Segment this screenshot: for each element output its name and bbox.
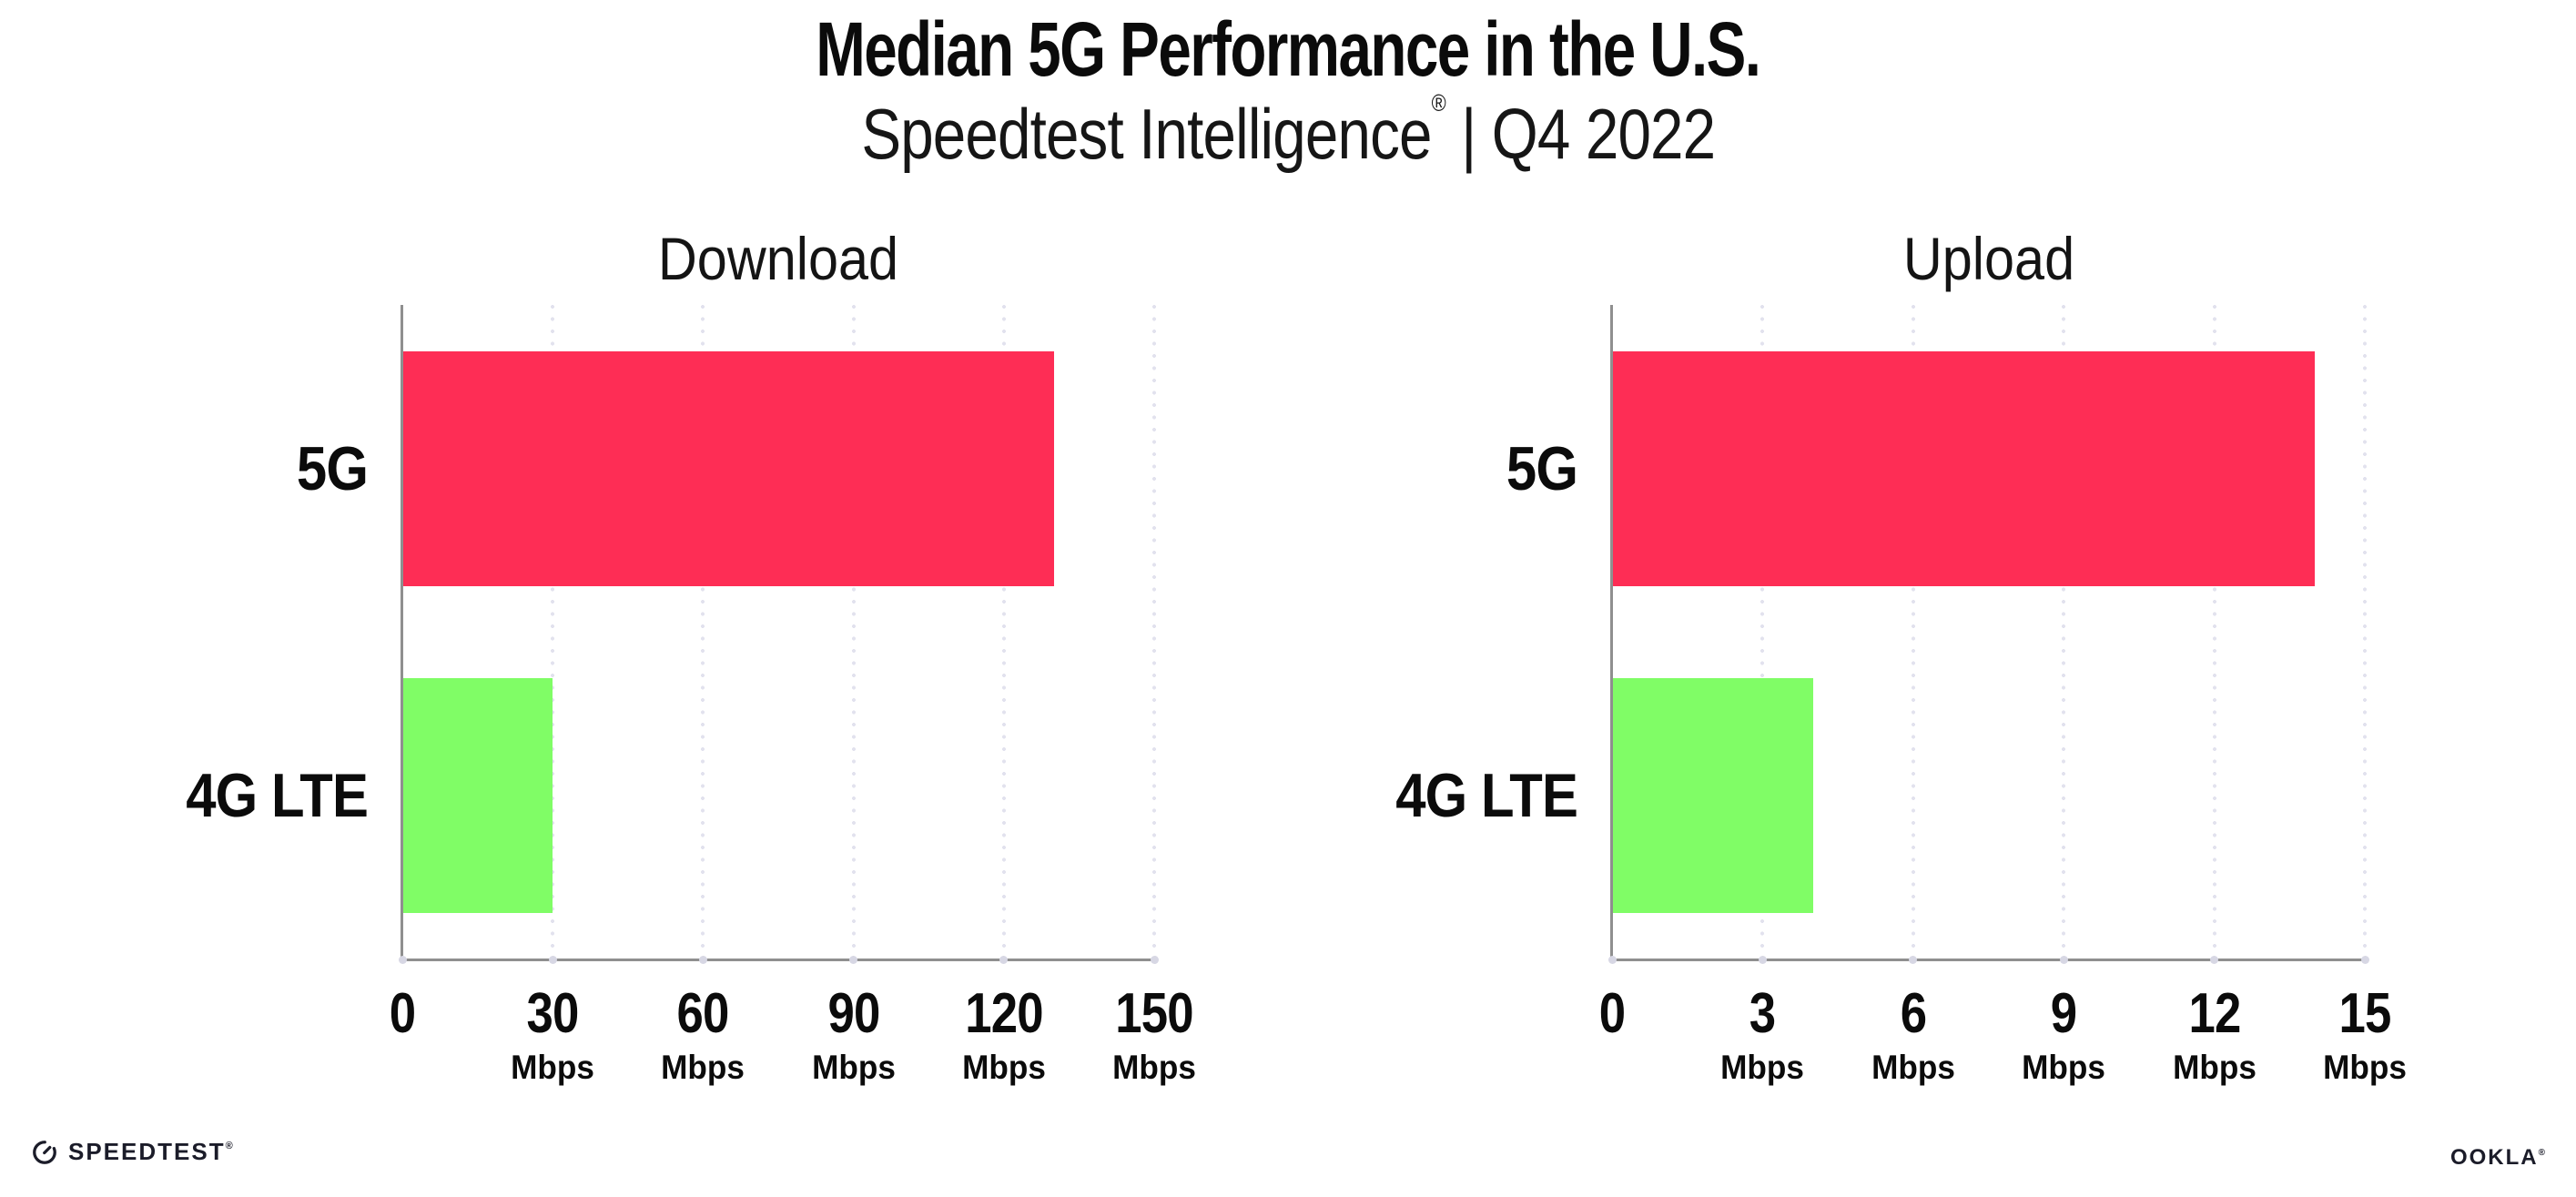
tick-dot-150 xyxy=(1150,956,1159,964)
tick-label-12: 12 xyxy=(2188,982,2241,1045)
page-subtitle: Speedtest Intelligence® | Q4 2022 xyxy=(0,89,2576,176)
tick-unit-120: Mbps xyxy=(961,1049,1046,1086)
page-title-text: Median 5G Performance in the U.S. xyxy=(816,6,1761,92)
speedtest-logo-text: SPEEDTEST® xyxy=(68,1138,233,1166)
page-title: Median 5G Performance in the U.S. xyxy=(0,5,2576,94)
tick-unit-12: Mbps xyxy=(2172,1049,2257,1086)
category-label-5g: 5G xyxy=(1506,433,1578,503)
tick-label-120: 120 xyxy=(965,982,1043,1045)
tick-label-30: 30 xyxy=(526,982,580,1045)
tick-label-3: 3 xyxy=(1749,982,1776,1045)
gridline-12 xyxy=(2212,305,2216,959)
tick-dot-0 xyxy=(398,956,407,964)
page-subtitle-text: Speedtest Intelligence® | Q4 2022 xyxy=(861,89,1716,176)
bar-5g xyxy=(1612,350,2315,586)
tick-label-150: 150 xyxy=(1115,982,1193,1045)
gridline-60 xyxy=(701,305,705,959)
ookla-logo: OOKLA® xyxy=(2450,1145,2545,1171)
tick-dot-3 xyxy=(1758,956,1767,964)
x-axis-line xyxy=(401,959,1155,961)
bar-4g-lte xyxy=(402,677,553,913)
tick-label-60: 60 xyxy=(676,982,730,1045)
tick-unit-9: Mbps xyxy=(2022,1049,2106,1086)
tick-unit-60: Mbps xyxy=(661,1049,745,1086)
gridline-3 xyxy=(1760,305,1765,959)
category-label-4g-lte: 4G LTE xyxy=(1395,760,1578,830)
tick-label-0: 0 xyxy=(1598,982,1626,1045)
tick-dot-0 xyxy=(1607,956,1617,964)
gridline-120 xyxy=(1001,305,1006,959)
tick-unit-3: Mbps xyxy=(1720,1049,1805,1086)
gridline-6 xyxy=(1911,305,1915,959)
subtitle-quarter: | Q4 2022 xyxy=(1445,94,1716,174)
speedtest-wordmark: SPEEDTEST xyxy=(68,1138,226,1165)
tick-label-9: 9 xyxy=(2050,982,2077,1045)
tick-dot-15 xyxy=(2360,956,2369,964)
ookla-registered-mark: ® xyxy=(2538,1148,2545,1158)
tick-unit-150: Mbps xyxy=(1112,1049,1196,1086)
gridline-15 xyxy=(2363,305,2367,959)
x-axis-line xyxy=(1610,959,2366,961)
y-axis-line xyxy=(1610,305,1613,959)
tick-dot-120 xyxy=(999,956,1009,964)
tick-dot-9 xyxy=(2059,956,2068,964)
bar-5g xyxy=(402,350,1054,586)
speedtest-gauge-icon xyxy=(33,1140,56,1164)
bar-4g-lte xyxy=(1612,677,1813,913)
tick-dot-60 xyxy=(698,956,707,964)
gridline-30 xyxy=(551,305,555,959)
tick-label-15: 15 xyxy=(2338,982,2392,1045)
chart-title-upload: Upload xyxy=(1902,225,2074,292)
tick-dot-30 xyxy=(548,956,557,964)
y-axis-line xyxy=(401,305,403,959)
tick-dot-6 xyxy=(1909,956,1918,964)
tick-unit-90: Mbps xyxy=(811,1049,896,1086)
speedtest-registered-mark: ® xyxy=(225,1141,233,1151)
gridline-90 xyxy=(851,305,856,959)
tick-unit-6: Mbps xyxy=(1871,1049,1955,1086)
tick-dot-90 xyxy=(849,956,858,964)
tick-label-6: 6 xyxy=(1900,982,1927,1045)
tick-label-0: 0 xyxy=(389,982,416,1045)
chart-title-download: Download xyxy=(657,225,899,292)
tick-label-90: 90 xyxy=(827,982,880,1045)
registered-mark: ® xyxy=(1431,89,1445,117)
category-label-4g-lte: 4G LTE xyxy=(186,760,369,830)
ookla-wordmark: OOKLA xyxy=(2449,1145,2539,1170)
speedtest-logo: SPEEDTEST® xyxy=(31,1138,233,1166)
tick-unit-15: Mbps xyxy=(2323,1049,2407,1086)
gridline-150 xyxy=(1152,305,1156,959)
tick-dot-12 xyxy=(2210,956,2219,964)
tick-unit-30: Mbps xyxy=(511,1049,595,1086)
category-label-5g: 5G xyxy=(296,433,369,503)
subtitle-brand: Speedtest Intelligence xyxy=(861,94,1432,174)
gridline-9 xyxy=(2062,305,2066,959)
